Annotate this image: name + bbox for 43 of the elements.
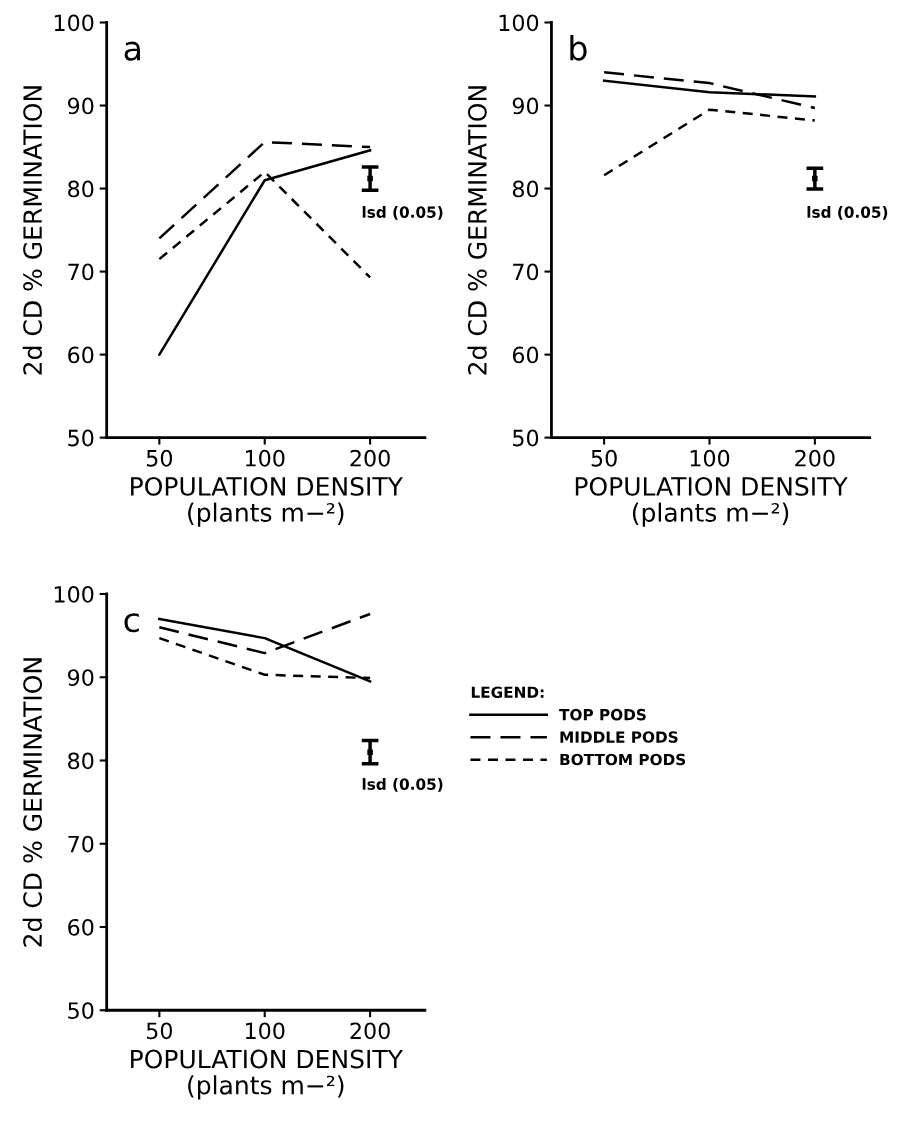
y-tick-label: 80 bbox=[512, 180, 539, 198]
y-tick-label: 100 bbox=[54, 14, 94, 32]
x-tick-label: 200 bbox=[795, 449, 835, 467]
y-tick-label: 90 bbox=[67, 97, 94, 115]
annotation: lsd (0.05) bbox=[807, 206, 888, 220]
y-tick-label: 90 bbox=[67, 669, 94, 687]
x-axis-title: POPULATION DENSITY (plants m−²) bbox=[131, 476, 403, 527]
x-axis-title: POPULATION DENSITY (plants m−²) bbox=[575, 476, 848, 527]
y-tick-label: 80 bbox=[68, 752, 94, 770]
y-tick-label: 90 bbox=[512, 97, 539, 115]
chart-title: b bbox=[570, 34, 587, 61]
chart-title: c bbox=[124, 613, 139, 633]
chart-title: a bbox=[124, 41, 140, 61]
legend-title: LEGEND: bbox=[471, 686, 544, 698]
y-axis-title: 2d CD % GERMINATION bbox=[467, 86, 487, 375]
x-tick-label: 50 bbox=[146, 449, 173, 467]
x-tick-label: 50 bbox=[591, 449, 617, 467]
legend-label: MIDDLE PODS bbox=[560, 731, 678, 743]
y-tick-label: 60 bbox=[68, 918, 94, 936]
y-tick-label: 50 bbox=[68, 429, 94, 447]
y-tick-label: 60 bbox=[68, 346, 94, 364]
legend-label: TOP PODS bbox=[559, 708, 646, 721]
y-axis-title: 2d CD % GERMINATION bbox=[22, 658, 43, 947]
x-tick-label: 100 bbox=[245, 1022, 285, 1040]
y-tick-label: 100 bbox=[54, 585, 94, 603]
y-tick-label: 50 bbox=[68, 1002, 94, 1020]
annotation: lsd (0.05) bbox=[362, 206, 443, 220]
y-tick-label: 100 bbox=[499, 14, 539, 32]
x-axis-title: POPULATION DENSITY (plants m−²) bbox=[131, 1049, 403, 1100]
y-tick-label: 70 bbox=[68, 263, 94, 281]
x-tick-label: 200 bbox=[350, 1022, 390, 1040]
annotation: lsd (0.05) bbox=[362, 778, 443, 792]
x-tick-label: 100 bbox=[245, 449, 285, 467]
y-tick-label: 60 bbox=[512, 346, 539, 364]
y-axis-title: 2d CD % GERMINATION bbox=[22, 86, 43, 375]
y-tick-label: 70 bbox=[68, 835, 94, 853]
x-tick-label: 100 bbox=[690, 449, 730, 467]
y-tick-label: 70 bbox=[513, 263, 539, 281]
legend-label: BOTTOM PODS bbox=[560, 753, 686, 766]
x-tick-label: 50 bbox=[146, 1022, 173, 1040]
y-tick-label: 50 bbox=[513, 429, 539, 447]
x-tick-label: 200 bbox=[350, 449, 390, 467]
y-tick-label: 80 bbox=[68, 180, 94, 198]
